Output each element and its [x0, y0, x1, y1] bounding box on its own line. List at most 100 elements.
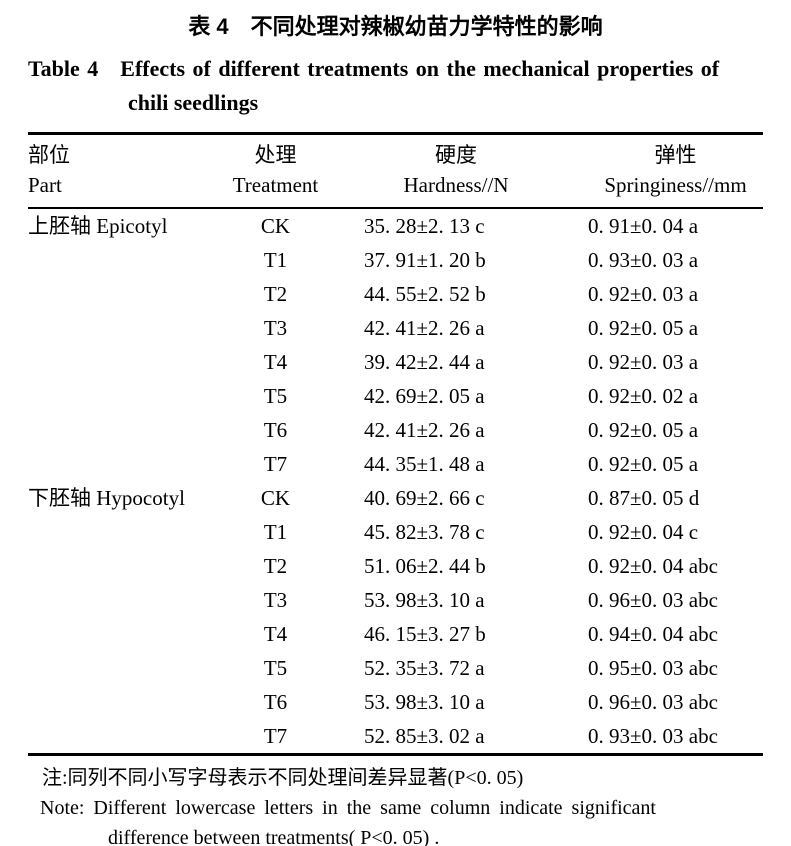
table-row: T4 46. 15±3. 27 b 0. 94±0. 04 abc [28, 617, 763, 651]
cell-springiness: 0. 92±0. 02 a [588, 384, 699, 408]
cell-hardness: 44. 55±2. 52 b [364, 282, 486, 306]
cell-springiness: 0. 92±0. 05 a [588, 418, 699, 442]
table-row: T7 44. 35±1. 48 a 0. 92±0. 05 a [28, 447, 763, 481]
cell-treatment: CK [260, 486, 291, 510]
note-en-line2: difference between treatments( P<0. 05) … [108, 827, 440, 846]
table-title-cn: 表 4 不同处理对辣椒幼苗力学特性的影响 [188, 14, 603, 39]
cell-treatment: T5 [263, 384, 288, 408]
cell-part [28, 345, 223, 379]
cell-part [28, 277, 223, 311]
cell-hardness: 35. 28±2. 13 c [364, 214, 485, 238]
column-header-springiness: 弹性 Springiness//mm [548, 140, 763, 200]
cell-hardness: 53. 98±3. 10 a [364, 588, 485, 612]
cell-part [28, 651, 223, 685]
table-row: T6 53. 98±3. 10 a 0. 96±0. 03 abc [28, 685, 763, 719]
note-cn: 注:同列不同小写字母表示不同处理间差异显著(P<0. 05) [42, 767, 524, 789]
cell-treatment: T6 [263, 690, 288, 714]
table-row: T7 52. 85±3. 02 a 0. 93±0. 03 abc [28, 719, 763, 753]
cell-treatment: T3 [263, 316, 288, 340]
table-row: 下胚轴 Hypocotyl CK 40. 69±2. 66 c 0. 87±0.… [28, 481, 763, 515]
cell-treatment: T7 [263, 452, 288, 476]
cell-part [28, 515, 223, 549]
cell-treatment: T2 [263, 554, 288, 578]
cell-hardness: 52. 35±3. 72 a [364, 656, 485, 680]
cell-treatment: CK [260, 214, 291, 238]
cell-hardness: 37. 91±1. 20 b [364, 248, 486, 272]
cell-treatment: T3 [263, 588, 288, 612]
cell-hardness: 46. 15±3. 27 b [364, 622, 486, 646]
table-row: T3 42. 41±2. 26 a 0. 92±0. 05 a [28, 311, 763, 345]
cell-hardness: 45. 82±3. 78 c [364, 520, 485, 544]
column-header-springiness-cn: 弹性 [654, 143, 697, 167]
table-row: T2 51. 06±2. 44 b 0. 92±0. 04 abc [28, 549, 763, 583]
cell-springiness: 0. 87±0. 05 d [588, 486, 700, 510]
cell-hardness: 40. 69±2. 66 c [364, 486, 485, 510]
column-header-part-en: Part [28, 173, 62, 197]
cell-hardness: 44. 35±1. 48 a [364, 452, 485, 476]
cell-part [28, 311, 223, 345]
cell-part: 上胚轴 Epicotyl [28, 214, 168, 238]
cell-springiness: 0. 94±0. 04 abc [588, 622, 718, 646]
cell-springiness: 0. 92±0. 03 a [588, 282, 699, 306]
cell-part [28, 413, 223, 447]
column-header-hardness: 硬度 Hardness//N [328, 140, 548, 200]
cell-springiness: 0. 92±0. 05 a [588, 316, 699, 340]
table-row: T6 42. 41±2. 26 a 0. 92±0. 05 a [28, 413, 763, 447]
cell-treatment: T4 [263, 622, 288, 646]
table-title-en: Table 4 Effects of different treatments … [28, 52, 763, 120]
cell-part [28, 447, 223, 481]
table-row: T1 45. 82±3. 78 c 0. 92±0. 04 c [28, 515, 763, 549]
cell-treatment: T1 [263, 520, 288, 544]
cell-treatment: T5 [263, 656, 288, 680]
cell-springiness: 0. 92±0. 04 abc [588, 554, 718, 578]
cell-treatment: T6 [263, 418, 288, 442]
cell-part [28, 549, 223, 583]
cell-part [28, 617, 223, 651]
table-body: 上胚轴 Epicotyl CK 35. 28±2. 13 c 0. 91±0. … [28, 209, 763, 753]
table-row: T2 44. 55±2. 52 b 0. 92±0. 03 a [28, 277, 763, 311]
cell-springiness: 0. 93±0. 03 a [588, 248, 699, 272]
table-row: T1 37. 91±1. 20 b 0. 93±0. 03 a [28, 243, 763, 277]
table-row: T4 39. 42±2. 44 a 0. 92±0. 03 a [28, 345, 763, 379]
table-row: 上胚轴 Epicotyl CK 35. 28±2. 13 c 0. 91±0. … [28, 209, 763, 243]
table-notes: 注:同列不同小写字母表示不同处理间差异显著(P<0. 05) Note: Dif… [28, 763, 763, 846]
cell-springiness: 0. 92±0. 03 a [588, 350, 699, 374]
table-header: 部位 Part 处理 Treatment 硬度 Hardness//N 弹性 S… [28, 135, 763, 209]
cell-hardness: 42. 41±2. 26 a [364, 316, 485, 340]
cell-hardness: 52. 85±3. 02 a [364, 724, 485, 748]
column-header-treatment: 处理 Treatment [223, 140, 328, 200]
table-row: T3 53. 98±3. 10 a 0. 96±0. 03 abc [28, 583, 763, 617]
column-header-part-cn: 部位 [28, 143, 70, 167]
cell-part [28, 583, 223, 617]
cell-part: 下胚轴 Hypocotyl [28, 486, 185, 510]
column-header-hardness-en: Hardness//N [403, 173, 509, 197]
cell-hardness: 42. 41±2. 26 a [364, 418, 485, 442]
cell-part [28, 685, 223, 719]
cell-springiness: 0. 91±0. 04 a [588, 214, 699, 238]
table-row: T5 42. 69±2. 05 a 0. 92±0. 02 a [28, 379, 763, 413]
cell-springiness: 0. 92±0. 05 a [588, 452, 699, 476]
cell-hardness: 51. 06±2. 44 b [364, 554, 486, 578]
column-header-treatment-en: Treatment [232, 173, 319, 197]
data-table: 部位 Part 处理 Treatment 硬度 Hardness//N 弹性 S… [28, 132, 763, 756]
cell-springiness: 0. 96±0. 03 abc [588, 588, 718, 612]
cell-hardness: 53. 98±3. 10 a [364, 690, 485, 714]
column-header-springiness-en: Springiness//mm [604, 173, 747, 197]
cell-springiness: 0. 93±0. 03 abc [588, 724, 718, 748]
note-en-line1: Note: Different lowercase letters in the… [40, 797, 656, 819]
cell-treatment: T2 [263, 282, 288, 306]
cell-springiness: 0. 92±0. 04 c [588, 520, 699, 544]
column-header-hardness-cn: 硬度 [435, 143, 477, 167]
cell-treatment: T7 [263, 724, 288, 748]
cell-part [28, 719, 223, 753]
table-title-en-line2: chili seedlings [128, 90, 259, 115]
cell-hardness: 42. 69±2. 05 a [364, 384, 485, 408]
cell-part [28, 379, 223, 413]
cell-springiness: 0. 95±0. 03 abc [588, 656, 718, 680]
cell-springiness: 0. 96±0. 03 abc [588, 690, 718, 714]
column-header-part: 部位 Part [28, 140, 223, 200]
cell-part [28, 243, 223, 277]
cell-treatment: T4 [263, 350, 288, 374]
column-header-treatment-cn: 处理 [254, 143, 297, 167]
